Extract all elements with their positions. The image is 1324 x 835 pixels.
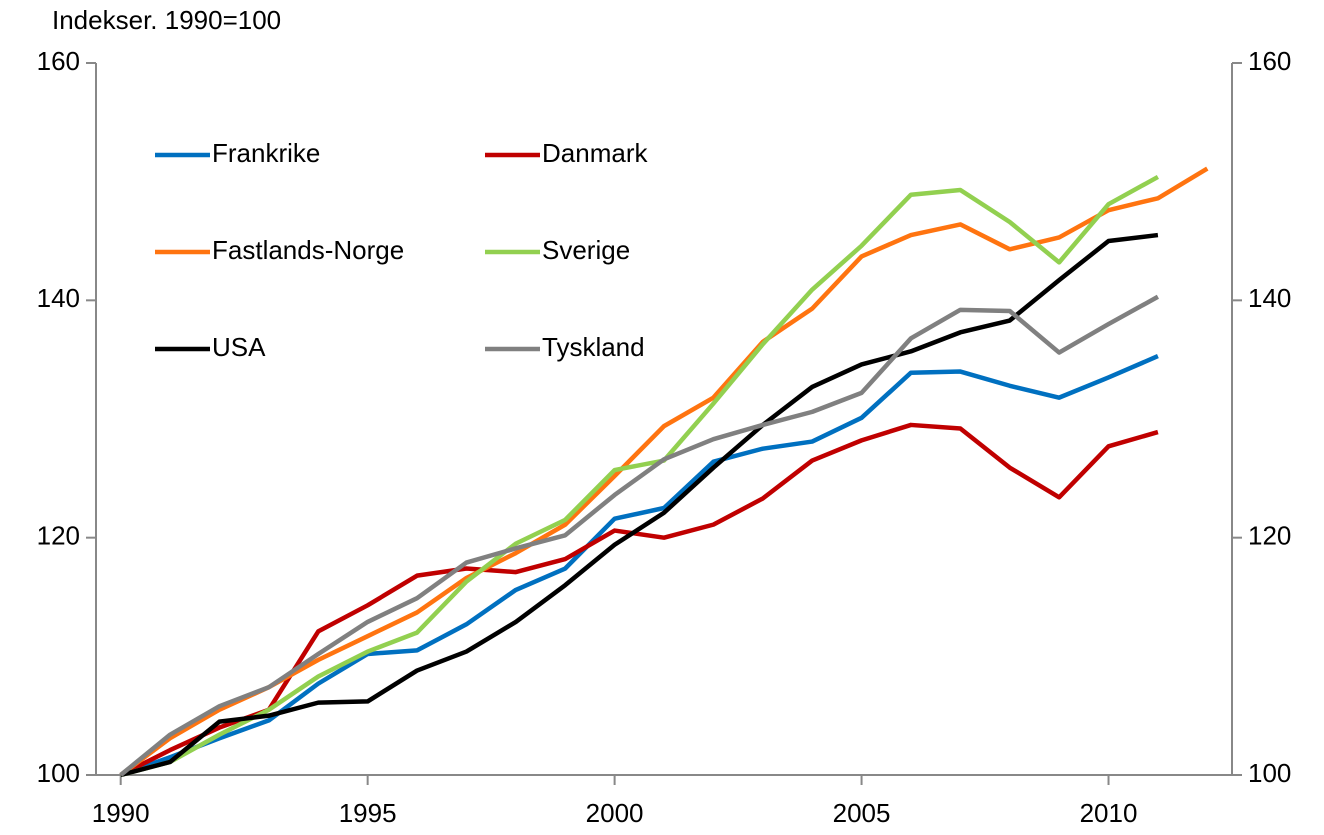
legend-label: USA	[212, 332, 266, 362]
y2-tick-label: 120	[1248, 521, 1291, 551]
y-tick-label: 140	[37, 283, 80, 313]
y2-tick-label: 140	[1248, 283, 1291, 313]
series-line	[119, 294, 1159, 777]
x-tick-label: 2010	[1080, 798, 1138, 828]
y-tick-label: 160	[37, 46, 80, 76]
y-tick-label: 120	[37, 521, 80, 551]
y-tick-label: 100	[37, 758, 80, 788]
x-tick-label: 1990	[92, 798, 150, 828]
series-line	[119, 166, 1209, 777]
series-line	[119, 354, 1159, 778]
series-line	[120, 174, 1159, 778]
legend-label: Frankrike	[212, 138, 320, 168]
y2-tick-label: 160	[1248, 46, 1291, 76]
chart-title: Indekser. 1990=100	[52, 5, 281, 35]
legend-label: Sverige	[542, 235, 630, 265]
legend-label: Danmark	[542, 138, 648, 168]
legend-label: Fastlands-Norge	[212, 235, 404, 265]
series-line	[120, 232, 1159, 778]
x-tick-label: 2005	[833, 798, 891, 828]
x-tick-label: 2000	[586, 798, 644, 828]
x-tick-label: 1995	[339, 798, 397, 828]
y2-tick-label: 100	[1248, 758, 1291, 788]
legend-label: Tyskland	[542, 332, 645, 362]
